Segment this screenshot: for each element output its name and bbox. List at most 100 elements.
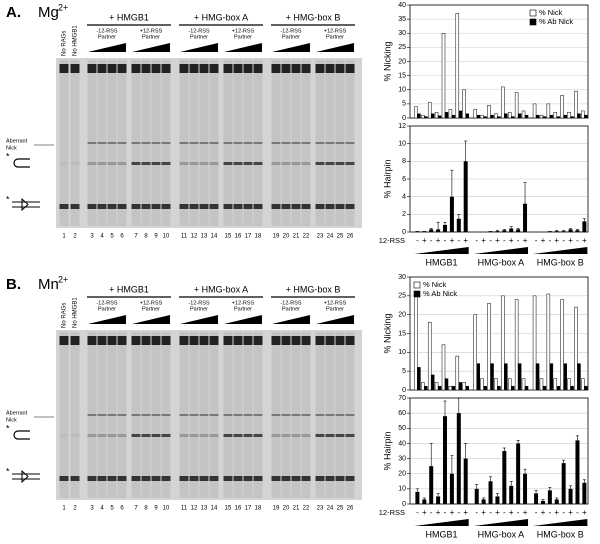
bar xyxy=(567,112,571,119)
bar xyxy=(570,116,574,119)
partner-label: Partner xyxy=(98,34,116,40)
row-label: 12-RSS xyxy=(379,508,405,517)
gel-band xyxy=(271,434,281,437)
x-tick-label: - xyxy=(430,508,433,517)
lane-number: 14 xyxy=(211,506,218,512)
gel-band xyxy=(107,336,117,345)
bar xyxy=(481,499,486,504)
gel-band xyxy=(335,336,345,345)
x-tick-label: - xyxy=(416,508,419,517)
gel-band xyxy=(151,162,161,165)
gel-band xyxy=(325,414,335,416)
lane-number: 13 xyxy=(201,234,208,240)
gel-band xyxy=(301,142,311,144)
x-tick-label: - xyxy=(457,236,460,245)
control-label: No HMGB1 xyxy=(73,25,79,56)
side-label: Nick xyxy=(6,145,17,151)
gel-band xyxy=(141,434,151,437)
lane-number: 6 xyxy=(120,234,124,240)
y-axis-title: % Nicking xyxy=(382,41,392,81)
wedge xyxy=(224,43,262,52)
gel-band xyxy=(131,336,141,345)
bar xyxy=(577,363,581,391)
gel-band xyxy=(243,64,253,73)
bar xyxy=(495,496,500,504)
gel-band xyxy=(315,162,325,165)
gel-band xyxy=(315,142,325,144)
gel-band xyxy=(291,414,301,416)
lane-number: 8 xyxy=(144,234,148,240)
gel-band xyxy=(179,142,189,144)
legend-swatch xyxy=(413,290,421,298)
lane-number: 12 xyxy=(191,234,198,240)
bar xyxy=(556,385,561,391)
gel-band xyxy=(151,476,161,481)
gel-band xyxy=(117,476,127,481)
bar xyxy=(465,385,469,391)
gel-band xyxy=(281,64,291,73)
partner-label: Partner xyxy=(142,306,160,312)
y-axis-title: % Hairpin xyxy=(382,431,392,470)
bar xyxy=(448,385,453,391)
gel-background xyxy=(56,330,362,500)
bar xyxy=(549,363,554,391)
gel-band xyxy=(141,336,151,345)
gel-band xyxy=(151,204,161,209)
gel-band xyxy=(345,162,355,165)
gel-band xyxy=(117,142,127,144)
bar xyxy=(581,110,585,119)
side-label: Aberrant xyxy=(6,410,28,416)
bar xyxy=(534,493,539,504)
marker: * xyxy=(6,423,10,433)
lane-number: 15 xyxy=(225,234,232,240)
lane-number: 5 xyxy=(110,506,114,512)
gel-band xyxy=(117,162,127,165)
bar xyxy=(547,231,552,232)
gel-band xyxy=(271,142,281,144)
y-tick-label: 10 xyxy=(398,141,406,148)
group-label: HMGB1 xyxy=(426,529,458,539)
partner-label: Partner xyxy=(190,306,208,312)
bar xyxy=(516,229,521,232)
bar xyxy=(563,363,567,391)
gel-band xyxy=(141,64,151,73)
bar xyxy=(483,116,487,119)
legend-label: % Nick xyxy=(539,8,563,17)
partner-label: Partner xyxy=(142,34,160,40)
x-tick-label: + xyxy=(509,508,514,517)
bar xyxy=(542,385,547,391)
gel-band xyxy=(189,204,199,209)
gel-band xyxy=(315,414,325,416)
gel-band xyxy=(243,476,253,481)
bar xyxy=(521,110,526,119)
lane-number: 20 xyxy=(283,506,290,512)
lane-number: 11 xyxy=(181,234,188,240)
gel-band xyxy=(59,336,69,345)
bar xyxy=(417,367,421,391)
x-tick-label: - xyxy=(503,508,506,517)
partner-label: +12-RSS xyxy=(232,300,255,306)
gel-band xyxy=(107,204,117,209)
y-tick-label: 0 xyxy=(402,115,406,122)
gel-band xyxy=(281,476,291,481)
gel-band xyxy=(233,414,243,416)
lane-number: 18 xyxy=(255,506,262,512)
x-tick-label: - xyxy=(562,236,565,245)
gel-band xyxy=(291,434,301,437)
lane-number: 24 xyxy=(327,234,334,240)
gel-band xyxy=(87,204,97,209)
lane-number: 16 xyxy=(235,506,242,512)
gel-lane xyxy=(59,60,69,226)
lane-number: 21 xyxy=(293,506,300,512)
gel-band xyxy=(199,414,209,416)
side-label: Nick xyxy=(6,417,17,423)
partner-label: Partner xyxy=(190,34,208,40)
bar xyxy=(427,321,432,391)
bar xyxy=(455,13,460,119)
bar xyxy=(560,95,564,119)
gel-band xyxy=(209,204,219,209)
lane-number: 14 xyxy=(211,234,218,240)
gel-band xyxy=(70,64,80,73)
bar xyxy=(422,499,427,504)
x-tick-label: - xyxy=(457,508,460,517)
